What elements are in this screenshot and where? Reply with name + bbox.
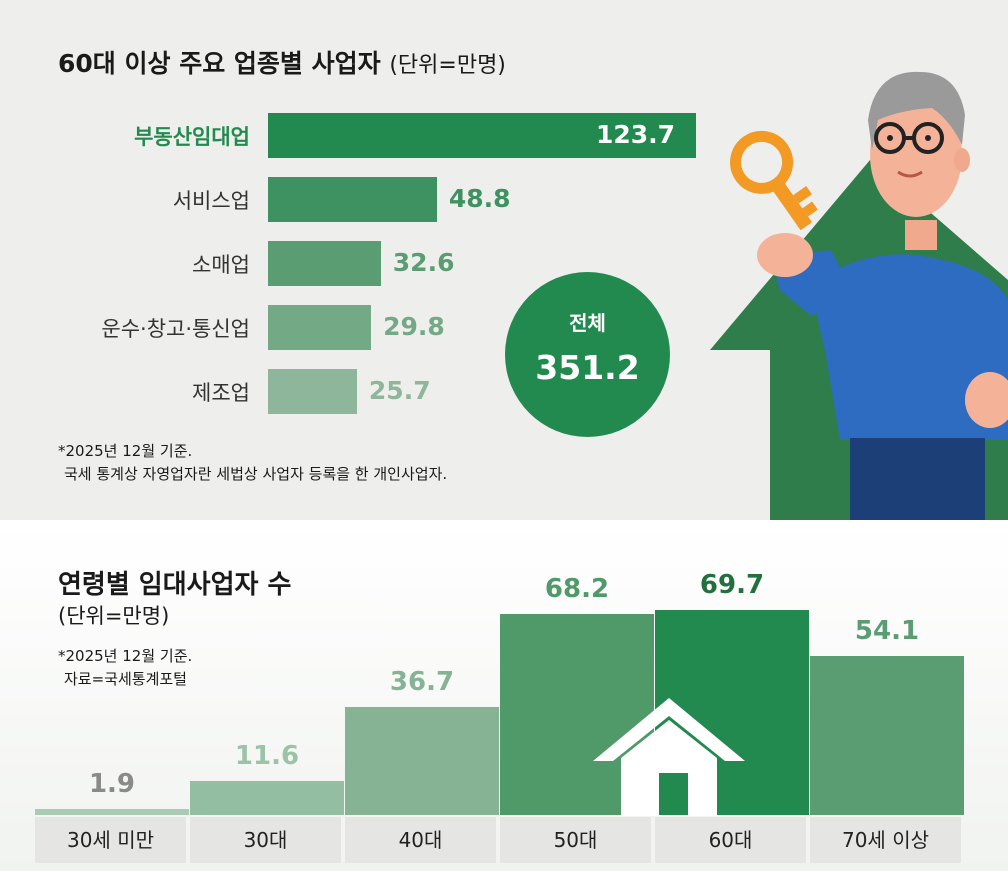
- bar-value-label: 1.9: [88, 769, 136, 800]
- bar-value-label: 123.7: [596, 120, 676, 149]
- bottom-note-line: *2025년 12월 기준.: [58, 647, 193, 665]
- bar-value-label: 36.7: [389, 667, 455, 698]
- top-note-line: *2025년 12월 기준.: [58, 442, 193, 460]
- bar-category-label: 부동산임대업: [134, 125, 250, 149]
- bar-category-label: 소매업: [192, 253, 250, 277]
- person-neck: [905, 220, 937, 250]
- person-right-hand: [965, 372, 1008, 428]
- vertical-bar-chart: 1.9 30세 미만 11.6 30대 36.7 40대 68.2 50대 69.7 60대 54.…: [0, 520, 1008, 871]
- house-icon: [593, 698, 745, 816]
- bar: [190, 780, 344, 815]
- bar-category-label: 운수·창고·통신업: [101, 317, 250, 341]
- bottom-chart-title: 연령별 임대사업자 수: [58, 570, 292, 600]
- smile: [897, 170, 923, 178]
- bar-category-label: 제조업: [192, 381, 250, 405]
- bar: [268, 113, 696, 158]
- bottom-unit-label: (단위=만명): [58, 604, 170, 628]
- person-body: [810, 254, 1008, 440]
- bar: [268, 177, 437, 222]
- top-title-text: 60대 이상 주요 업종별 사업자: [58, 49, 381, 78]
- top-notes: *2025년 12월 기준. 국세 통계상 자영업자란 세법상 사업자 등록을 …: [58, 440, 447, 486]
- bar: [35, 809, 189, 815]
- bar-value-label: 32.6: [392, 248, 455, 277]
- bar-category-label: 서비스업: [172, 189, 250, 213]
- total-label: 전체: [569, 311, 606, 335]
- eye-left: [887, 135, 893, 141]
- bar-value-label: 68.2: [544, 574, 610, 605]
- bottom-notes: *2025년 12월 기준. 자료=국세통계포털: [58, 645, 192, 691]
- bar-value-label: 69.7: [699, 570, 765, 600]
- person-hand: [757, 233, 813, 277]
- key-icon: [730, 130, 818, 231]
- bar-value-label: 29.8: [383, 312, 445, 341]
- bar: [345, 707, 499, 815]
- person-pants: [850, 438, 985, 520]
- bottom-note-line: 자료=국세통계포털: [64, 670, 187, 688]
- person-ear: [954, 148, 970, 172]
- total-circle: 전체 351.2: [505, 272, 670, 437]
- total-value: 351.2: [535, 348, 640, 387]
- bar: [268, 369, 357, 414]
- bar-value-label: 54.1: [854, 615, 920, 646]
- top-panel: 60대 이상 주요 업종별 사업자 (단위=만명) 부동산임대업 123.7 서비스…: [0, 0, 1008, 520]
- top-note-line: 국세 통계상 자영업자란 세법상 사업자 등록을 한 개인사업자.: [64, 465, 448, 483]
- bar-category-label: 30세 미만: [35, 817, 186, 863]
- bar-category-label: 50대: [500, 817, 651, 863]
- bar-category-label: 40대: [345, 817, 496, 863]
- top-unit-label: (단위=만명): [389, 53, 506, 78]
- bar-value-label: 11.6: [234, 740, 300, 771]
- horizontal-bar-chart: 부동산임대업 123.7 서비스업 48.8 소매업 32.6 운수·창고·통신업 29.8 제…: [0, 0, 700, 430]
- bar-category-label: 70세 이상: [810, 817, 961, 863]
- bar: [810, 655, 964, 815]
- eye-right: [925, 135, 931, 141]
- senior-with-key-illustration: [710, 71, 1008, 520]
- bar-category-label: 60대: [655, 817, 806, 863]
- bar-category-label: 30대: [190, 817, 341, 863]
- top-chart-title: 60대 이상 주요 업종별 사업자 (단위=만명): [58, 44, 506, 80]
- person-hair: [868, 71, 965, 150]
- bottom-panel: 1.9 30세 미만 11.6 30대 36.7 40대 68.2 50대 69.7 60대 54.…: [0, 520, 1008, 871]
- bar-value-label: 48.8: [448, 184, 511, 213]
- bar: [268, 305, 372, 350]
- bar: [268, 241, 381, 286]
- bar-value-label: 25.7: [368, 376, 431, 405]
